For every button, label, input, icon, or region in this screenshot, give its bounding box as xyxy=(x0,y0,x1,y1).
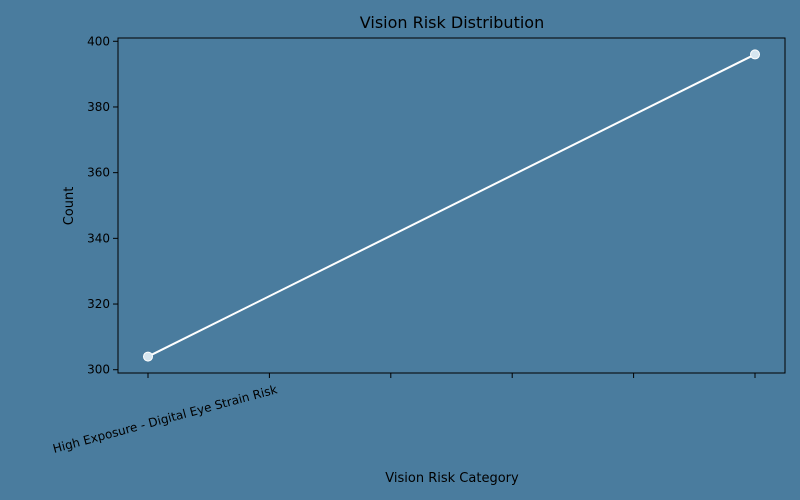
y-axis-label: Count xyxy=(62,187,77,226)
data-point xyxy=(750,49,760,60)
series-line xyxy=(147,53,756,358)
series-layer xyxy=(143,49,760,362)
y-tick-label: 320 xyxy=(87,297,110,311)
y-axis: 300 320 340 360 380 400 xyxy=(87,34,118,377)
data-point xyxy=(143,351,153,362)
x-axis-label: Vision Risk Category xyxy=(385,471,519,486)
plot-area xyxy=(117,37,786,374)
y-tick-label: 380 xyxy=(87,100,110,114)
x-axis: High Exposure - Digital Eye Strain Risk xyxy=(51,373,756,456)
y-tick-label: 400 xyxy=(87,34,110,48)
x-tick-label: High Exposure - Digital Eye Strain Risk xyxy=(51,382,279,456)
y-tick-label: 340 xyxy=(87,231,110,245)
chart-title: Vision Risk Distribution xyxy=(360,13,544,32)
y-tick-label: 300 xyxy=(87,363,110,377)
y-tick-label: 360 xyxy=(87,166,110,180)
